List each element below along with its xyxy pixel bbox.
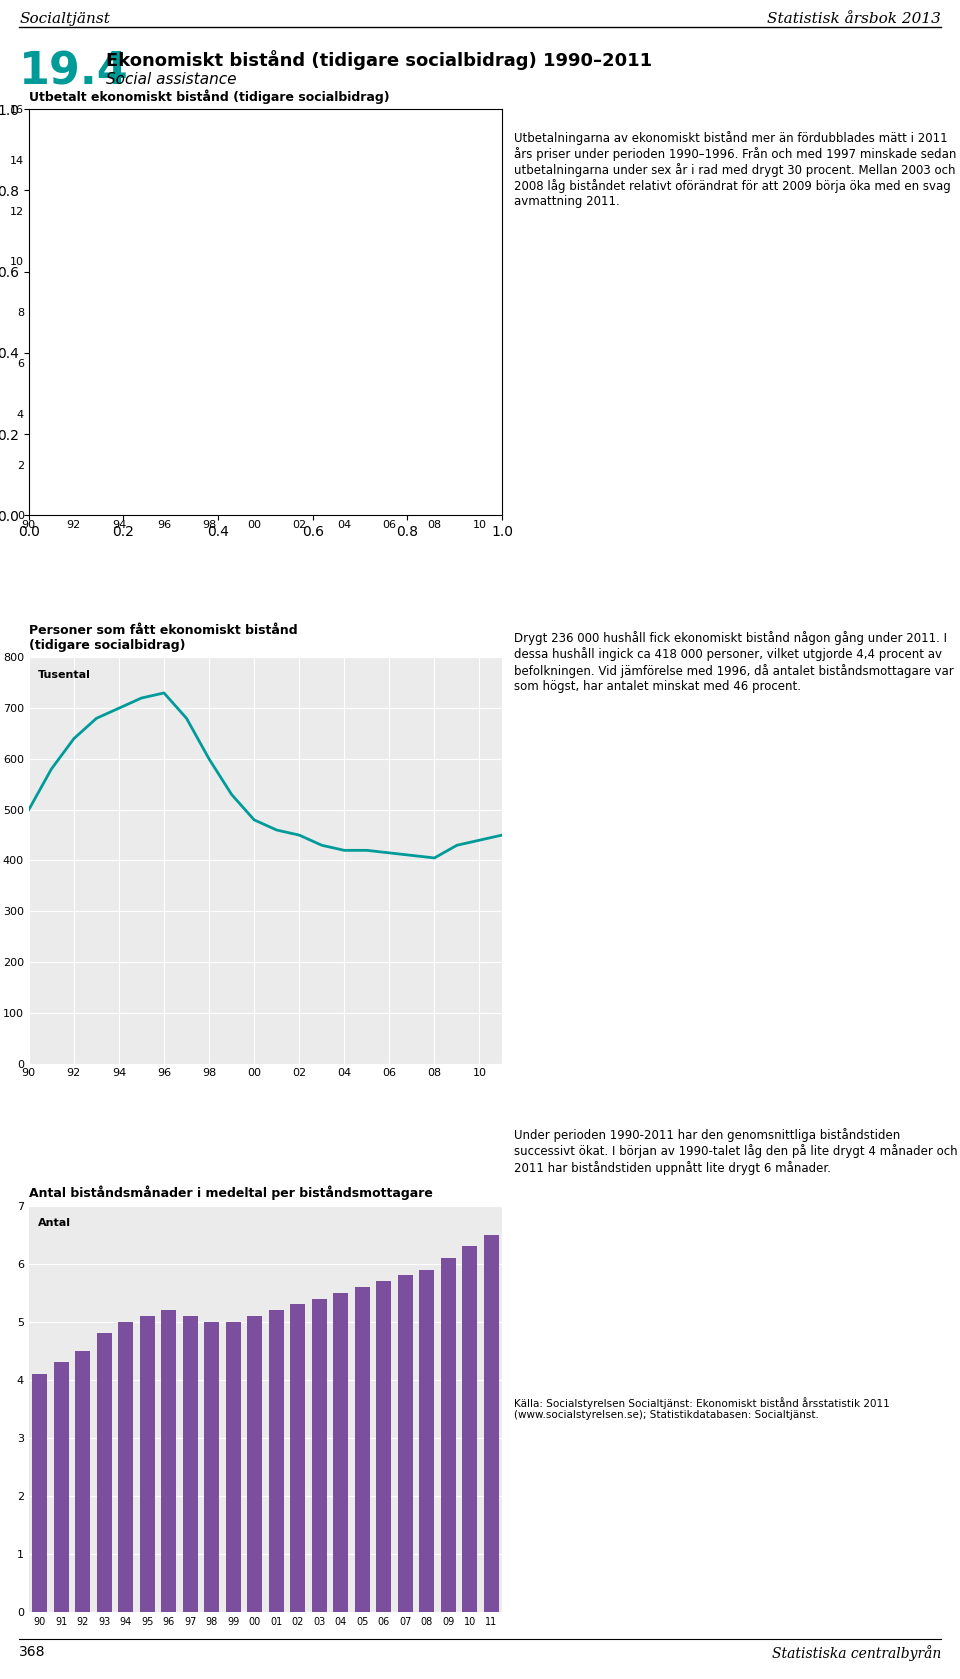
Bar — [333, 1293, 348, 1612]
Text: Utbetalt ekonomiskt bistånd (tidigare socialbidrag): Utbetalt ekonomiskt bistånd (tidigare so… — [29, 89, 390, 104]
Text: 368: 368 — [19, 1645, 46, 1659]
Bar — [354, 1286, 370, 1612]
Text: Källa: Socialstyrelsen Socialtjänst: Ekonomiskt bistånd årsstatistik 2011 (www.s: Källa: Socialstyrelsen Socialtjänst: Eko… — [514, 1397, 889, 1420]
Bar — [139, 1316, 155, 1612]
Text: Socialtjänst: Socialtjänst — [19, 12, 110, 25]
Bar — [97, 1333, 111, 1612]
Text: Löpande priser: Löpande priser — [208, 324, 292, 334]
Bar — [204, 1321, 219, 1612]
Text: Statistisk årsbok 2013: Statistisk årsbok 2013 — [767, 12, 941, 25]
Bar — [397, 1276, 413, 1612]
Text: Utbetalningarna av ekonomiskt bistånd mer än fördubblades mätt i 2011 års priser: Utbetalningarna av ekonomiskt bistånd me… — [514, 131, 956, 208]
Text: Ekonomiskt bistånd (tidigare socialbidrag) 1990–2011: Ekonomiskt bistånd (tidigare socialbidra… — [106, 50, 652, 71]
Bar — [247, 1316, 262, 1612]
Bar — [226, 1321, 241, 1612]
Bar — [269, 1310, 284, 1612]
Text: Antal biståndsmånader i medeltal per biståndsmottagare: Antal biståndsmånader i medeltal per bis… — [29, 1185, 433, 1200]
Bar — [75, 1350, 90, 1612]
Bar — [376, 1281, 392, 1612]
Text: Drygt 236 000 hushåll fick ekonomiskt bistånd någon gång under 2011. I dessa hus: Drygt 236 000 hushåll fick ekonomiskt bi… — [514, 631, 953, 693]
Bar — [420, 1269, 434, 1612]
Bar — [32, 1373, 47, 1612]
Text: Antal: Antal — [38, 1217, 71, 1227]
Bar — [290, 1305, 305, 1612]
Bar — [484, 1234, 499, 1612]
Bar — [54, 1362, 68, 1612]
Text: Social assistance: Social assistance — [106, 72, 236, 87]
Text: Under perioden 1990-2011 har den genomsnittliga biståndstiden successivt ökat. I: Under perioden 1990-2011 har den genomsn… — [514, 1128, 957, 1175]
Bar — [118, 1321, 133, 1612]
Text: 2010 års priser: 2010 års priser — [275, 190, 359, 201]
Bar — [462, 1246, 477, 1612]
Bar — [441, 1258, 456, 1612]
Bar — [161, 1310, 176, 1612]
Text: Statistiska centralbyrån: Statistiska centralbyrån — [772, 1645, 941, 1661]
Text: 19.4: 19.4 — [19, 50, 129, 94]
Text: Personer som fått ekonomiskt bistånd
(tidigare socialbidrag): Personer som fått ekonomiskt bistånd (ti… — [29, 625, 298, 651]
Text: Tusental: Tusental — [38, 670, 91, 680]
Bar — [312, 1298, 326, 1612]
Text: Mdkr: Mdkr — [38, 121, 70, 131]
Bar — [182, 1316, 198, 1612]
